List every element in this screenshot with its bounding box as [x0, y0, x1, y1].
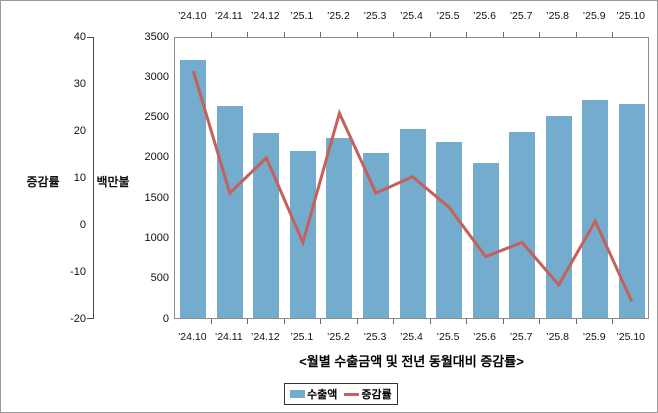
growth-legend-label: 증감률	[361, 389, 392, 401]
bottom-category-label: ’25.3	[363, 331, 387, 343]
bottom-category-label: ’25.7	[509, 331, 533, 343]
top-boundary-tick	[247, 32, 249, 37]
percent-tick-label: -10	[70, 265, 86, 278]
amount-tick-label: 2000	[144, 151, 169, 164]
amount-tick-label: 0	[162, 312, 169, 325]
chart-title: <월별 수출금액 및 전년 동월대비 증감률>	[299, 354, 524, 369]
percent-tick-label: 30	[73, 77, 86, 90]
legend: 수출액 증감률	[284, 383, 398, 405]
amount-tick-label: 1000	[144, 231, 169, 244]
plot-area	[174, 37, 649, 319]
percent-tick-label: -20	[70, 312, 86, 325]
amount-axis-title: 백만불	[96, 175, 130, 189]
growth-legend-swatch	[344, 392, 360, 396]
top-boundary-tick	[429, 32, 431, 37]
top-boundary-tick	[356, 32, 358, 37]
export-bar	[216, 106, 243, 318]
bottom-category-label: ’25.9	[582, 331, 606, 343]
top-category-label: ’24.12	[251, 10, 280, 22]
percent-axis-bottom-tick	[87, 318, 93, 319]
top-category-label: ’25.3	[363, 10, 387, 22]
export-bar	[472, 162, 499, 318]
export-legend-swatch	[290, 390, 305, 398]
export-bar	[509, 131, 536, 318]
bottom-boundary-tick	[502, 319, 504, 324]
percent-tick-label: 20	[73, 124, 86, 137]
export-bar	[326, 137, 353, 318]
bottom-boundary-tick	[210, 319, 212, 324]
bottom-boundary-tick	[612, 319, 614, 324]
percent-axis-line	[93, 37, 94, 319]
export-legend-label: 수출액	[307, 389, 338, 401]
amount-tick-label: 3500	[144, 30, 169, 43]
percent-tick-label: 10	[73, 171, 86, 184]
bottom-category-label: ’24.12	[251, 331, 280, 343]
top-category-label: ’24.11	[214, 10, 243, 22]
top-category-label: ’25.9	[582, 10, 606, 22]
percent-axis-title: 증감률	[26, 175, 60, 189]
top-category-label: ’25.4	[400, 10, 423, 22]
bottom-category-label: ’25.8	[546, 331, 570, 343]
top-category-label: ’24.10	[177, 10, 207, 22]
amount-tick-label: 1500	[144, 191, 169, 204]
top-boundary-tick	[502, 32, 504, 37]
export-bar	[253, 132, 280, 318]
amount-tick-label: 3000	[144, 70, 169, 83]
bottom-category-label: ’24.11	[214, 331, 243, 343]
top-category-label: ’25.2	[327, 10, 350, 22]
bottom-category-label: ’24.10	[177, 331, 207, 343]
bottom-category-label: ’25.2	[327, 331, 350, 343]
amount-tick-label: 500	[150, 272, 169, 285]
amount-tick-label: 2500	[144, 111, 169, 124]
bottom-boundary-tick	[320, 319, 322, 324]
bottom-boundary-tick	[429, 319, 431, 324]
top-boundary-tick	[539, 32, 541, 37]
export-bar	[582, 99, 609, 318]
bottom-boundary-tick	[283, 319, 285, 324]
percent-axis-top-tick	[87, 37, 93, 38]
export-bar	[289, 151, 316, 318]
percent-tick-label: 40	[73, 30, 86, 43]
top-category-label: ’25.5	[436, 10, 460, 22]
bottom-boundary-tick	[575, 319, 577, 324]
top-category-label: ’25.6	[473, 10, 496, 22]
bottom-category-label: ’25.5	[436, 331, 460, 343]
export-bar	[399, 128, 426, 318]
bottom-boundary-tick	[393, 319, 395, 324]
top-boundary-tick	[575, 32, 577, 37]
top-boundary-tick	[393, 32, 395, 37]
export-bar	[362, 152, 389, 318]
top-boundary-tick	[320, 32, 322, 37]
bottom-boundary-tick	[247, 319, 249, 324]
bottom-boundary-tick	[356, 319, 358, 324]
top-boundary-tick	[466, 32, 468, 37]
bottom-category-label: ’25.6	[473, 331, 496, 343]
top-boundary-tick	[612, 32, 614, 37]
top-category-label: ’25.1	[290, 10, 314, 22]
top-category-label: ’25.7	[509, 10, 533, 22]
top-category-label: ’25.10	[616, 10, 646, 22]
bottom-boundary-tick	[466, 319, 468, 324]
growth-rate-line	[191, 70, 634, 302]
top-boundary-tick	[283, 32, 285, 37]
top-boundary-tick	[210, 32, 212, 37]
export-bar	[436, 141, 463, 318]
top-category-label: ’25.8	[546, 10, 570, 22]
percent-tick-label: 0	[79, 218, 86, 231]
bottom-category-label: ’25.4	[400, 331, 423, 343]
bottom-boundary-tick	[539, 319, 541, 324]
growth-line-path	[191, 70, 634, 302]
bottom-category-label: ’25.1	[290, 331, 314, 343]
bottom-category-label: ’25.10	[616, 331, 646, 343]
